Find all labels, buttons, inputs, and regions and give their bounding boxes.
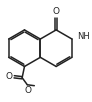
Text: O: O	[5, 72, 12, 81]
Text: O: O	[53, 7, 60, 16]
Text: O: O	[24, 86, 31, 95]
Text: NH: NH	[77, 32, 90, 41]
